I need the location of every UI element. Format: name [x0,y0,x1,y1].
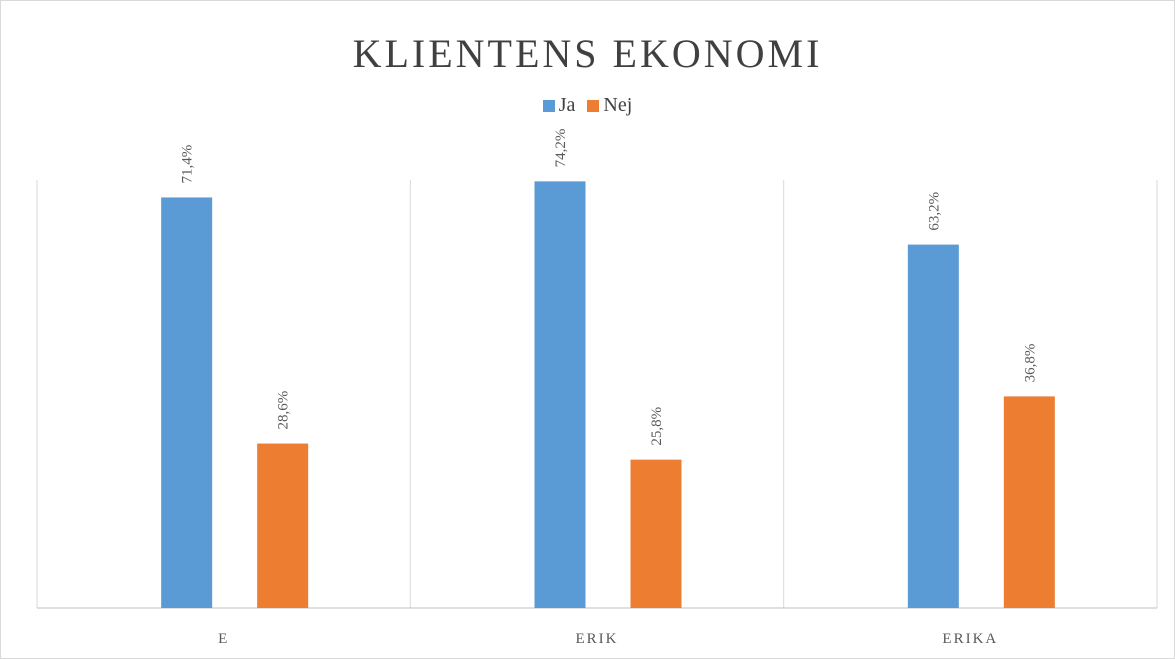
x-tick-label: E [218,631,229,647]
data-label: 25,8% [649,407,665,446]
x-tick-label: ERIK [576,631,619,647]
legend-label-nej: Nej [603,94,633,116]
bar-ja-e [161,197,213,608]
x-tick-label: ERIKA [942,631,998,647]
legend-label-ja: Ja [558,94,576,116]
bar-ja-erik [534,181,586,608]
bar-nej-erik [630,459,682,608]
bar-nej-erika [1003,396,1055,608]
legend-swatch-ja [542,99,555,112]
legend: Ja Nej [0,94,1175,117]
data-label: 63,2% [926,192,942,231]
legend-item-ja: Ja [542,94,576,117]
data-label: 28,6% [276,391,292,430]
data-label: 71,4% [180,145,196,184]
chart-title: KLIENTENS EKONOMI [352,31,823,76]
legend-swatch-nej [587,99,600,112]
data-label: 74,2% [553,129,569,168]
legend-item-nej: Nej [587,94,632,117]
data-label: 36,8% [1022,344,1038,383]
bar-nej-e [257,443,309,608]
bar-ja-erika [907,244,959,608]
